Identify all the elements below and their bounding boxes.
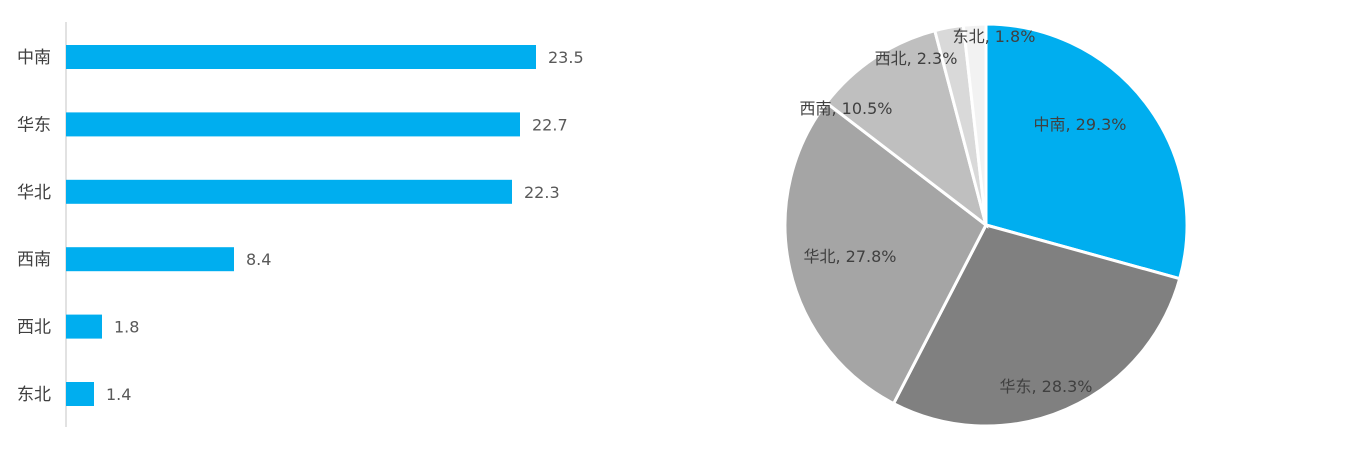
pie-chart: 中南, 29.3% 华东, 28.3% 华北, 27.8% 西南, 10.5% 西北, … — [783, 22, 1189, 428]
bar-5 — [66, 314, 102, 339]
pie-slice-label: 东北, 1.8% — [953, 27, 1036, 46]
bar-value-label: 1.8 — [114, 318, 139, 337]
bar-value-label: 8.4 — [246, 250, 271, 269]
pie-slice-label: 西南, 10.5% — [799, 99, 892, 118]
pie-slice-6 — [961, 22, 988, 226]
bar-6 — [66, 382, 94, 406]
bar-chart: 中南 23.5 华东 22.7 华北 22.3 西南 8.4 西北 1.8 东北 1.4 — [17, 22, 584, 427]
bar-category-label: 中南 — [17, 48, 51, 68]
pie-slice-3 — [783, 100, 988, 406]
pie-slice-1 — [984, 22, 1189, 281]
bar-1 — [66, 45, 536, 69]
bar-category-label: 西北 — [17, 318, 51, 338]
pie-slice-label: 华东, 28.3% — [999, 377, 1092, 396]
bar-category-label: 东北 — [17, 385, 51, 405]
bar-4 — [66, 247, 234, 272]
bar-value-label: 22.7 — [532, 115, 568, 134]
bar-3 — [66, 179, 512, 204]
pie-slice-label: 中南, 29.3% — [1033, 115, 1126, 134]
pie-slice-label: 西北, 2.3% — [875, 49, 958, 68]
bar-value-label: 23.5 — [548, 48, 584, 67]
bar-value-label: 1.4 — [106, 385, 131, 404]
pie-slice-2 — [891, 223, 1182, 428]
bar-category-label: 华北 — [17, 183, 51, 203]
pie-slice-label: 华北, 27.8% — [803, 247, 896, 266]
bar-2 — [66, 112, 520, 137]
bar-category-label: 西南 — [17, 250, 51, 270]
bar-value-label: 22.3 — [524, 183, 560, 202]
bar-category-label: 华东 — [17, 115, 51, 135]
